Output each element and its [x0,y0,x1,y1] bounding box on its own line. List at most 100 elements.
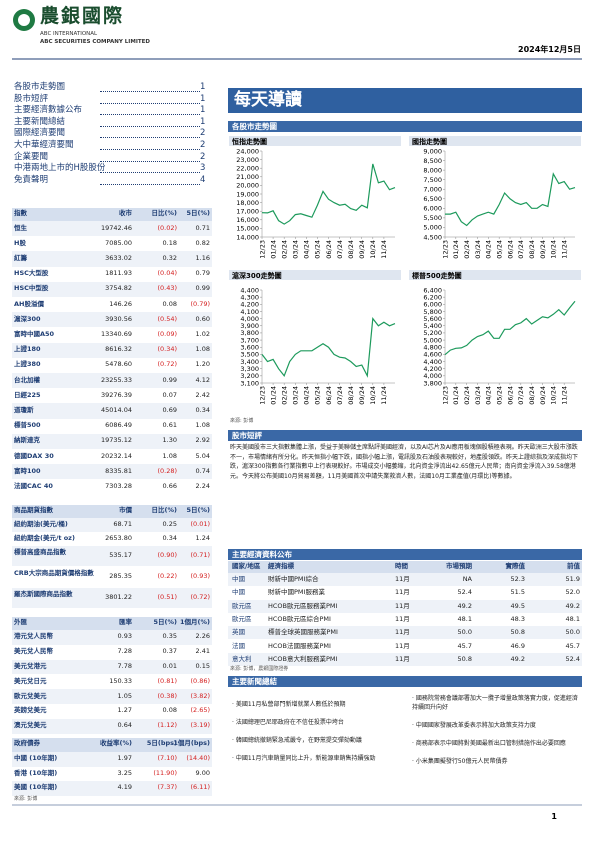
y-tick-label: 4,800 [423,344,442,352]
table-header: 收益率(%) [100,739,132,747]
news-item: · 中國國家發展改革委表示將加大政策支持力度 [412,722,536,729]
table-row-label: 澳元兌美元 [14,721,47,730]
x-tick-label: 03/24 [292,386,300,405]
report-date: 2024年12月5日 [518,45,581,54]
toc-page: 3 [200,163,206,174]
x-tick-label: 02/24 [280,240,288,259]
table-row-bg [12,532,212,546]
table-row-label: 美元兌日元 [14,676,47,685]
toc-page: 1 [200,82,206,92]
x-tick-label: 01/24 [269,240,277,259]
x-tick-label: 12/23 [258,386,266,405]
company-en1: ABC INTERNATIONAL [40,31,98,37]
table-cell: 1.16 [195,254,210,262]
toc-leader [100,130,200,139]
table-header-bg [12,738,212,752]
table-cell: 7085.00 [105,238,132,247]
x-tick-label: 11/24 [380,240,388,259]
table-cell: (0.02) [157,223,177,232]
toc-leader [100,165,200,174]
y-tick-label: 5,000 [423,224,442,232]
x-tick-label: 11/24 [380,386,388,405]
econ-cell: 財新中國PMI綜合 [268,575,319,583]
banner: 每天導讀 [228,88,582,113]
econ-cell: 49.5 [510,601,525,610]
table-cell: 8616.32 [105,345,132,354]
toc-leader [100,142,200,150]
table-header: 匯率 [119,618,132,626]
y-tick-label: 5,000 [423,336,442,344]
econ-cell: 45.7 [565,641,580,650]
y-tick-label: 23,000 [236,156,259,164]
logo-emblem-inner [18,14,30,26]
table-header-bg [12,505,212,518]
table-cell: (0.22) [157,572,177,580]
x-tick-label: 02/24 [280,386,288,405]
table-header: 1個月(bps) [173,739,210,747]
table-cell: 2653.80 [105,534,132,542]
econ-cell: 11月 [395,614,410,623]
econ-cell: 法國 [232,641,245,650]
line-series [445,172,576,227]
econ-cell: 49.2 [565,601,580,610]
econ-row-bg [228,586,582,600]
y-tick-label: 15,000 [236,225,259,233]
y-tick-label: 5,500 [423,214,442,222]
x-tick-label: 06/24 [506,240,514,259]
y-tick-label: 8,500 [423,157,442,165]
toc-title: 大中華經濟要聞 [14,140,74,150]
x-tick-label: 10/24 [550,386,558,405]
econ-cell: 11月 [395,575,410,583]
table-row-label: 法國CAC 40 [14,482,53,490]
y-tick-label: 5,600 [423,315,442,323]
y-tick-label: 4,200 [423,365,442,373]
y-tick-label: 3,800 [240,329,259,337]
page-number: 1 [551,812,557,821]
econ-cell: 11月 [395,654,410,663]
x-tick-label: 10/24 [369,240,377,259]
x-tick-label: 05/24 [495,386,503,405]
table-cell: (0.34) [157,345,177,354]
section-bar: 主要經濟資料公布 [228,549,582,560]
table-cell: 150.33 [109,676,132,685]
table-header-bg [12,208,212,221]
table-cell: (0.72) [157,360,177,369]
table-header: 指數 [14,209,27,217]
econ-cell: 歐元區 [232,614,252,623]
table-cell: 0.34 [162,534,177,542]
table-row-bg [12,449,212,465]
y-tick-label: 24,000 [236,147,259,155]
table-cell: 20232.14 [100,451,132,460]
toc-leader [100,154,200,162]
econ-header: 前值 [567,562,580,570]
table-row-bg [12,766,212,781]
news-item: · 法國總理巴尼耶政府在不信任投票中垮台 [232,719,344,726]
table-row-label: 香港 (10年期) [14,768,58,777]
econ-cell: 51.9 [565,575,580,583]
table-cell: 5.04 [195,451,210,460]
econ-row-bg [228,652,582,667]
line-series [261,163,396,225]
table-cell: (2.65) [190,706,210,715]
table-cell: 3633.02 [105,254,132,262]
table-cell: 19742.46 [100,223,132,232]
y-tick-label: 8,000 [423,166,442,174]
y-tick-label: 7,000 [423,186,442,194]
table-cell: (0.38) [157,691,177,700]
econ-cell: 標普全球英國服務業PMI [268,628,338,637]
section-bar: 主要新聞總結 [228,676,582,687]
toc-title: 股市短評 [14,93,49,104]
table-row-label: 紐約期金(美元/t oz) [14,534,75,542]
y-tick-label: 4,400 [423,358,442,366]
econ-source: 來源: 彭博，農銀國際證券 [230,666,289,672]
table-row-label: 恒生 [14,223,27,232]
chart-source: 來源: 彭博 [230,418,254,424]
y-tick-label: 5,400 [423,322,442,330]
table-row-bg [12,644,212,660]
y-tick-label: 3,600 [240,344,259,352]
econ-cell: 11月 [395,641,410,650]
table-cell: 0.64 [117,721,132,730]
x-tick-label: 09/24 [539,240,547,259]
table-cell: (0.90) [157,551,177,559]
table-header: 5日(%) [186,506,210,514]
